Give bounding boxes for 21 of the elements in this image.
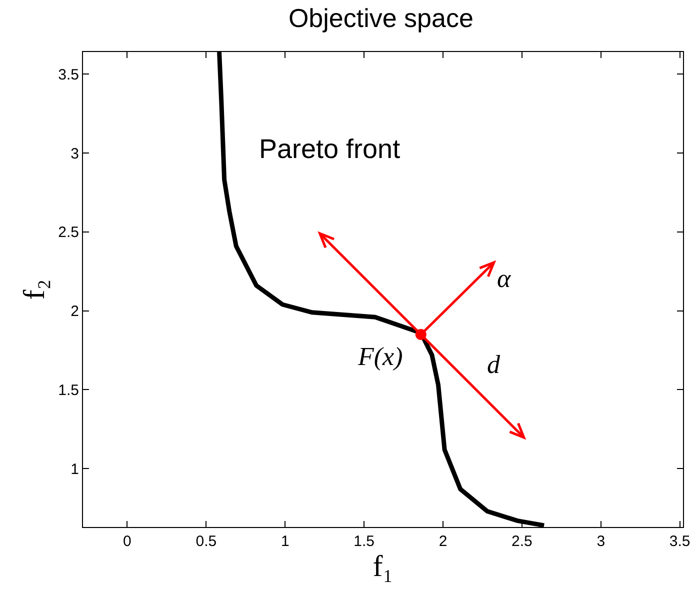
y-tick-label: 2 [70,303,79,320]
x-axis-title: f₁ [372,550,394,583]
x-tick-label: 2.5 [512,533,532,550]
y-axis-title: f₂ [18,279,52,300]
annotation: d [487,350,501,379]
y-tick-label: 2.5 [58,224,79,242]
annotation: Pareto front [259,134,401,164]
x-tick-label: 1.5 [354,533,374,550]
x-tick-label: 2 [438,533,448,550]
x-tick-label: 3.5 [669,533,690,550]
annotation: F(x) [357,342,403,371]
chart-title: Objective space [288,3,474,34]
x-tick-label: 3 [596,533,606,550]
y-tick-label: 3.5 [58,66,79,84]
y-tick-label: 3 [70,145,79,162]
y-tick-label: 1 [70,460,79,478]
x-tick-label: 0.5 [196,533,217,550]
x-tick-label: 0 [123,533,132,550]
annotation: α [497,264,512,293]
y-tick-label: 1.5 [58,382,79,399]
x-tick-label: 1 [280,533,290,550]
